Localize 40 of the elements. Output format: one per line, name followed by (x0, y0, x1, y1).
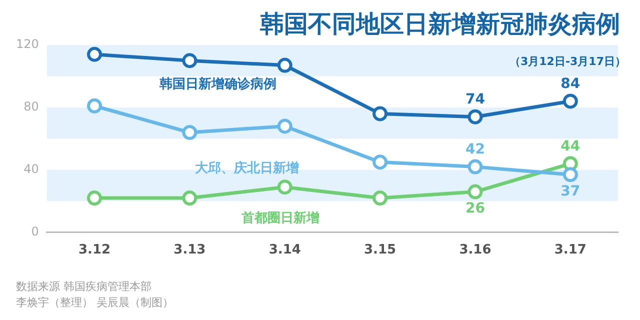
point (372, 154, 388, 170)
point (468, 184, 483, 200)
point (86, 190, 102, 206)
y-tick-label: 80 (24, 100, 39, 114)
point (562, 94, 578, 109)
source-note: 数据来源 韩国疾病管理本部 (16, 279, 152, 295)
data-label: 42 (465, 141, 485, 158)
point (86, 46, 102, 62)
text: 李焕宇（整理） 吴辰晨（制图） (16, 295, 174, 311)
data-label: 44 (560, 138, 580, 154)
text: （3月12日-3月17日） (510, 54, 626, 69)
point (372, 106, 388, 122)
x-tick-label: 3.16 (459, 242, 492, 258)
point (468, 109, 483, 124)
data-label: 74 (465, 91, 486, 108)
point (277, 180, 292, 195)
point (86, 98, 102, 114)
point (277, 58, 292, 73)
point (372, 190, 388, 206)
x-tick-label: 3.14 (268, 242, 301, 258)
x-tick-label: 3.12 (78, 242, 111, 258)
series-label: 大邱、庆北日新增 (194, 160, 299, 176)
x-tick-label: 3.13 (174, 242, 206, 258)
series-label: 首都圈日新增 (240, 210, 320, 226)
x-tick-label: 3.17 (554, 242, 586, 258)
point (468, 159, 483, 174)
data-label: 26 (465, 200, 485, 216)
data-label: 37 (560, 183, 580, 200)
series-label: 韩国日新增确诊病例 (158, 76, 276, 92)
x-tick-label: 3.15 (364, 242, 396, 258)
chart-title: 韩国不同地区日新增新冠肺炎病例 (260, 9, 620, 40)
y-tick-label: 0 (31, 224, 39, 239)
point (182, 124, 198, 140)
point (182, 190, 198, 206)
point (182, 53, 198, 68)
point (562, 167, 578, 182)
point (277, 118, 292, 134)
y-tick-label: 40 (24, 162, 39, 176)
data-label: 84 (560, 76, 580, 92)
y-tick-label: 120 (16, 37, 39, 52)
